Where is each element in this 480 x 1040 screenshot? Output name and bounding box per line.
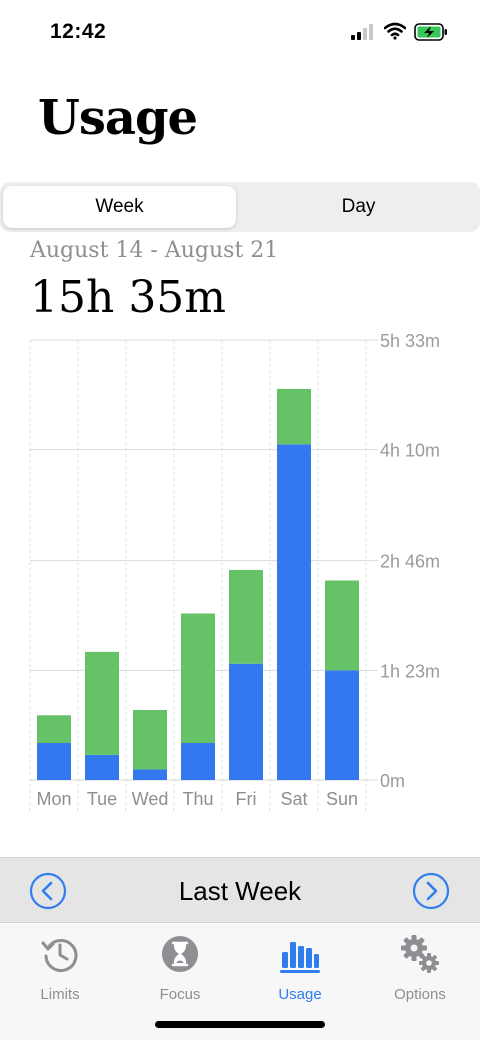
- tab-focus[interactable]: Focus: [120, 932, 240, 1008]
- x-tick-label: Sun: [326, 789, 358, 809]
- y-tick-label: 0m: [380, 771, 405, 791]
- bar-segment-tue-0[interactable]: [85, 755, 119, 780]
- bar-segment-tue-1[interactable]: [85, 652, 119, 755]
- date-range: August 14 - August 21: [30, 238, 278, 263]
- bar-segment-fri-0[interactable]: [229, 664, 263, 780]
- battery-charging-icon: [414, 22, 448, 42]
- home-indicator: [155, 1021, 325, 1028]
- y-tick-label: 1h 23m: [380, 661, 440, 681]
- chart-bars: [37, 389, 359, 780]
- tab-options[interactable]: Options: [360, 932, 480, 1008]
- week-label: Last Week: [0, 876, 480, 907]
- y-tick-label: 5h 33m: [380, 331, 440, 351]
- week-navigator: Last Week: [0, 857, 480, 923]
- tab-label-usage: Usage: [240, 986, 360, 1003]
- signal-icon: [351, 24, 375, 40]
- segment-day[interactable]: Day: [240, 186, 477, 228]
- bar-chart-icon: [280, 934, 320, 974]
- wifi-icon: [384, 22, 406, 40]
- bar-segment-sat-1[interactable]: [277, 389, 311, 444]
- x-tick-label: Thu: [182, 789, 213, 809]
- y-tick-label: 4h 10m: [380, 441, 440, 461]
- bar-segment-wed-1[interactable]: [133, 710, 167, 769]
- y-tick-label: 2h 46m: [380, 552, 440, 572]
- bar-segment-sat-0[interactable]: [277, 444, 311, 780]
- gears-icon: [400, 934, 440, 974]
- bar-segment-wed-0[interactable]: [133, 769, 167, 780]
- x-tick-label: Mon: [36, 789, 71, 809]
- chevron-right-circle-icon[interactable]: [412, 872, 450, 910]
- bar-segment-sun-0[interactable]: [325, 670, 359, 780]
- hourglass-icon: [160, 934, 200, 974]
- tab-label-options: Options: [360, 986, 480, 1003]
- bar-segment-sun-1[interactable]: [325, 580, 359, 670]
- bar-segment-fri-1[interactable]: [229, 570, 263, 664]
- page-title: Usage: [38, 90, 197, 146]
- x-tick-label: Fri: [236, 789, 257, 809]
- period-segmented-control: Week Day: [0, 182, 480, 232]
- x-tick-label: Sat: [280, 789, 307, 809]
- tab-limits[interactable]: Limits: [0, 932, 120, 1008]
- bar-segment-thu-0[interactable]: [181, 743, 215, 780]
- x-tick-label: Wed: [132, 789, 169, 809]
- clock-history-icon: [40, 934, 80, 974]
- tab-label-limits: Limits: [0, 986, 120, 1003]
- x-tick-label: Tue: [87, 789, 117, 809]
- usage-bar-chart: 0m 1h 23m 2h 46m 4h 10m 5h 33m Mon Tue Wed Thu Fr…: [0, 328, 480, 818]
- tab-usage[interactable]: Usage: [240, 932, 360, 1008]
- bar-segment-thu-1[interactable]: [181, 614, 215, 743]
- bar-segment-mon-1[interactable]: [37, 715, 71, 743]
- status-bar: 12:42: [0, 0, 480, 64]
- bar-segment-mon-0[interactable]: [37, 743, 71, 780]
- status-time: 12:42: [50, 20, 106, 44]
- tab-label-focus: Focus: [120, 986, 240, 1003]
- total-usage-time: 15h 35m: [30, 272, 226, 323]
- segment-week[interactable]: Week: [3, 186, 236, 228]
